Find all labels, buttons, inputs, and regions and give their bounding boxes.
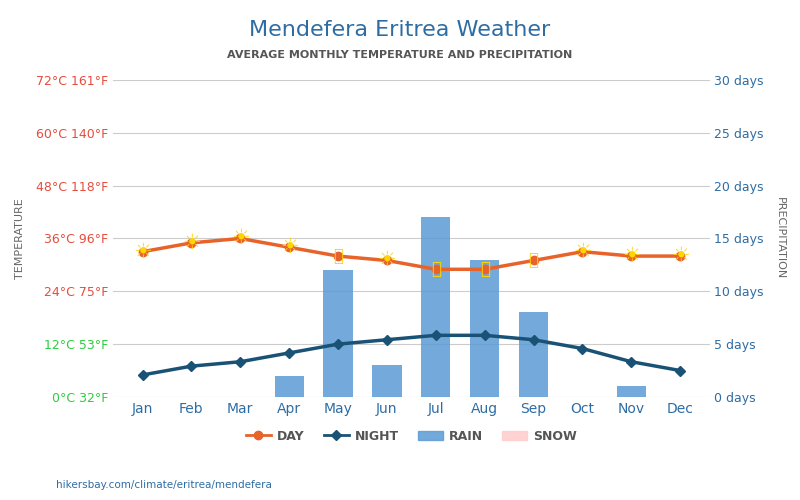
Bar [617, 386, 646, 397]
Text: ☀: ☀ [280, 238, 298, 258]
Bar [323, 270, 353, 397]
Text: Mendefera Eritrea Weather: Mendefera Eritrea Weather [250, 20, 550, 40]
Text: ☀: ☀ [671, 246, 690, 266]
Text: ☀: ☀ [182, 233, 201, 253]
Y-axis label: PRECIPITATION: PRECIPITATION [775, 198, 785, 280]
Text: AVERAGE MONTHLY TEMPERATURE AND PRECIPITATION: AVERAGE MONTHLY TEMPERATURE AND PRECIPIT… [227, 50, 573, 60]
Bar [470, 260, 499, 397]
Bar [274, 376, 304, 397]
Text: ☀: ☀ [231, 228, 250, 248]
Text: ⛅: ⛅ [431, 260, 441, 278]
Bar [519, 312, 548, 397]
Text: ⛅: ⛅ [480, 260, 490, 278]
Text: ⛅: ⛅ [333, 247, 343, 265]
Bar [372, 366, 402, 397]
Text: ⛅: ⛅ [529, 252, 538, 270]
Text: hikersbay.com/climate/eritrea/mendefera: hikersbay.com/climate/eritrea/mendefera [56, 480, 272, 490]
Text: ☀: ☀ [622, 246, 641, 266]
Y-axis label: TEMPERATURE: TEMPERATURE [15, 198, 25, 279]
Legend: DAY, NIGHT, RAIN, SNOW: DAY, NIGHT, RAIN, SNOW [241, 425, 582, 448]
Text: ☀: ☀ [573, 242, 592, 262]
Text: ☀: ☀ [133, 242, 152, 262]
Bar [421, 218, 450, 397]
Text: ☀: ☀ [378, 250, 396, 270]
